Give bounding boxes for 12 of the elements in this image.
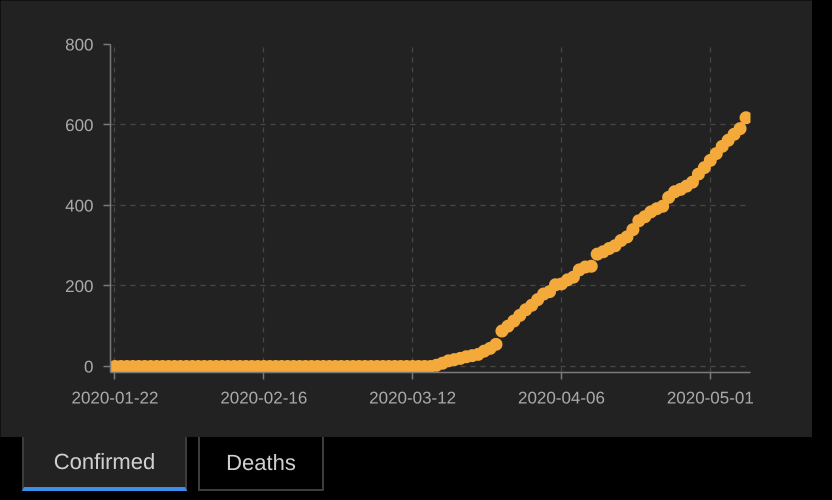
- text: Deaths: [198, 437, 324, 491]
- y-tick-label: 400: [65, 196, 94, 216]
- y-tick-label: 200: [65, 276, 94, 296]
- y-tick-label: 0: [84, 357, 94, 376]
- text: Confirmed: [22, 437, 187, 491]
- x-tick-label: 2020-02-16: [220, 388, 308, 408]
- x-tick-label: 2020-04-06: [518, 388, 605, 408]
- y-tick-label: 600: [65, 116, 94, 135]
- x-tick-label: 2020-01-22: [71, 388, 158, 408]
- x-tick-label: 2020-03-12: [369, 388, 456, 408]
- x-tick-label: 2020-05-01: [666, 388, 754, 408]
- y-tick-label: 800: [65, 36, 94, 54]
